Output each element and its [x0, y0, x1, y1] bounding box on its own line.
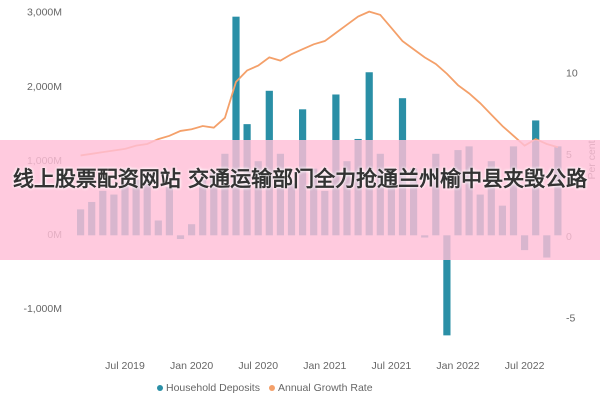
legend-marker	[268, 385, 275, 391]
y-tick-label: 2,000M	[27, 81, 62, 93]
x-tick-label: Jul 2019	[105, 360, 145, 372]
x-tick-label: Jan 2020	[170, 360, 213, 372]
x-tick-label: Jul 2021	[372, 360, 412, 372]
legend-label: Annual Growth Rate	[278, 382, 373, 394]
legend-label: Household Deposits	[166, 382, 260, 394]
legend-marker	[157, 385, 163, 391]
x-tick-label: Jan 2022	[436, 360, 479, 372]
y2-tick-label: 10	[566, 68, 578, 80]
y-tick-label: -1,000M	[23, 303, 62, 315]
overlay-text: 线上股票配资网站 交通运输部门全力抢通兰州榆中县夹毁公路	[12, 167, 588, 191]
bar	[232, 16, 240, 236]
bar	[443, 235, 451, 336]
line	[80, 10, 559, 157]
y-tick-label: 3,000M	[27, 7, 62, 19]
y2-tick-label: -5	[566, 313, 575, 325]
x-tick-label: Jul 2022	[505, 360, 545, 372]
x-tick-label: Jan 2021	[303, 360, 346, 372]
overlay-banner	[0, 140, 600, 260]
x-tick-label: Jul 2020	[238, 360, 278, 372]
